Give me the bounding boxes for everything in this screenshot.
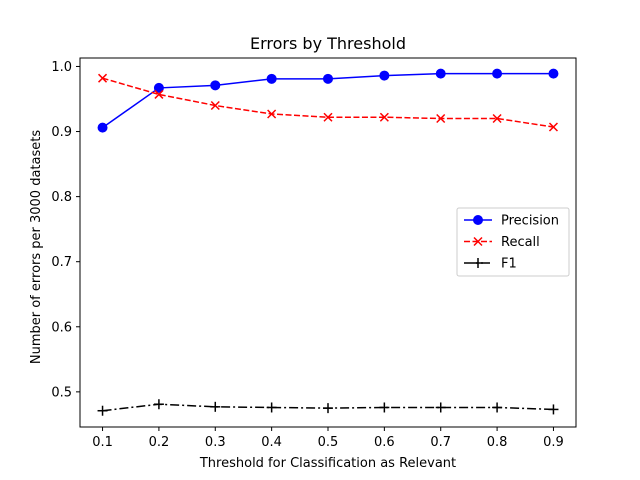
legend-label: Precision xyxy=(501,214,559,229)
x-tick-label: 0.4 xyxy=(261,435,282,450)
data-point-precision xyxy=(266,73,277,84)
y-tick-label: 0.6 xyxy=(51,320,72,335)
x-axis-label: Threshold for Classification as Relevant xyxy=(199,456,456,471)
y-tick-label: 0.7 xyxy=(51,255,72,270)
x-tick-label: 0.1 xyxy=(92,435,113,450)
data-point-precision xyxy=(153,82,164,93)
data-point-precision xyxy=(97,122,108,133)
data-point-f1 xyxy=(323,403,333,414)
x-tick-label: 0.2 xyxy=(149,435,170,450)
x-tick-label: 0.9 xyxy=(543,435,564,450)
data-point-precision xyxy=(323,73,333,84)
x-tick-label: 0.3 xyxy=(205,435,226,450)
data-point-f1 xyxy=(435,402,446,413)
data-point-f1 xyxy=(492,402,503,413)
data-point-precision xyxy=(492,68,503,79)
y-tick-label: 0.8 xyxy=(51,190,72,205)
y-axis-label: Number of errors per 3000 datasets xyxy=(29,130,44,364)
y-tick-label: 0.5 xyxy=(51,385,72,400)
legend-marker xyxy=(473,236,483,247)
plot-area: 0.1 0.2 0.3 0.4 0.5 0.6 0.7 0.8 0.9 0.5 0.6 0.7 0.8 0… xyxy=(51,57,577,450)
data-point-f1 xyxy=(153,399,164,410)
data-point-recall xyxy=(548,122,558,132)
data-point-recall xyxy=(98,73,108,83)
data-point-recall xyxy=(323,112,333,122)
data-point-f1 xyxy=(379,402,390,413)
data-point-recall xyxy=(267,109,277,119)
legend-entry-precision: Precision xyxy=(464,214,559,229)
data-point-precision xyxy=(548,68,559,79)
legend-box xyxy=(456,207,570,277)
x-tick-label: 0.8 xyxy=(487,435,508,450)
data-point-f1 xyxy=(266,402,277,413)
legend-marker xyxy=(473,215,483,225)
data-point-recall xyxy=(379,112,389,122)
legend-entry-recall: Recall xyxy=(464,235,540,250)
data-point-precision xyxy=(435,68,446,79)
x-tick-label: 0.6 xyxy=(374,435,395,450)
data-point-precision xyxy=(210,80,221,91)
data-point-f1 xyxy=(210,401,221,412)
data-point-f1 xyxy=(97,405,108,416)
x-tick-label: 0.5 xyxy=(318,435,339,450)
legend-label: Recall xyxy=(501,235,540,250)
data-point-precision xyxy=(379,70,390,81)
legend-label: F1 xyxy=(501,257,517,272)
y-tick-label: 0.9 xyxy=(51,125,72,140)
y-tick-label: 1.0 xyxy=(51,60,72,75)
legend: Precision Recall F1 xyxy=(456,207,570,277)
x-tick-label: 0.7 xyxy=(430,435,451,450)
data-point-f1 xyxy=(548,404,559,415)
data-point-recall xyxy=(154,89,164,99)
data-point-recall xyxy=(210,100,220,111)
legend-marker xyxy=(473,258,483,268)
data-point-recall xyxy=(492,113,502,124)
series-line-recall xyxy=(102,77,554,128)
legend-entry-f1: F1 xyxy=(464,257,517,272)
chart-title: Errors by Threshold xyxy=(250,34,406,53)
data-point-recall xyxy=(436,113,446,124)
